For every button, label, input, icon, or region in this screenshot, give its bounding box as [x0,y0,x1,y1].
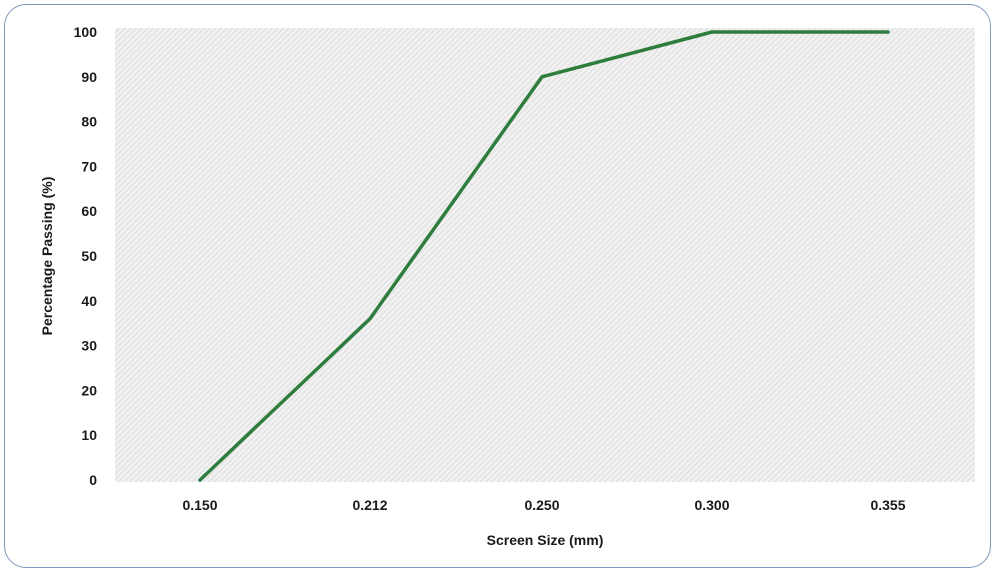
y-tick-label: 10 [81,427,97,443]
plot-area [115,28,975,482]
x-axis-title: Screen Size (mm) [487,532,604,548]
y-tick-label: 90 [81,69,97,85]
x-tick-label: 0.300 [694,497,729,513]
x-tick-label: 0.355 [870,497,905,513]
y-tick-label: 0 [89,472,97,488]
y-axis-title: Percentage Passing (%) [39,177,55,336]
x-axis-ticks: 0.150 0.212 0.250 0.300 0.355 [182,497,905,513]
x-tick-label: 0.212 [352,497,387,513]
series-layer [198,30,890,482]
y-tick-label: 70 [81,158,97,174]
data-point [198,478,202,482]
data-point [710,30,714,34]
x-tick-label: 0.150 [182,497,217,513]
y-tick-label: 30 [81,338,97,354]
data-point [540,75,544,79]
data-point [886,30,890,34]
y-tick-label: 20 [81,382,97,398]
data-point [368,317,372,321]
y-tick-label: 80 [81,114,97,130]
x-tick-label: 0.250 [524,497,559,513]
y-tick-label: 50 [81,248,97,264]
y-tick-label: 60 [81,203,97,219]
y-tick-label: 100 [74,24,98,40]
y-axis-ticks: 0 10 20 30 40 50 60 70 80 90 100 [74,24,98,488]
y-tick-label: 40 [81,293,97,309]
